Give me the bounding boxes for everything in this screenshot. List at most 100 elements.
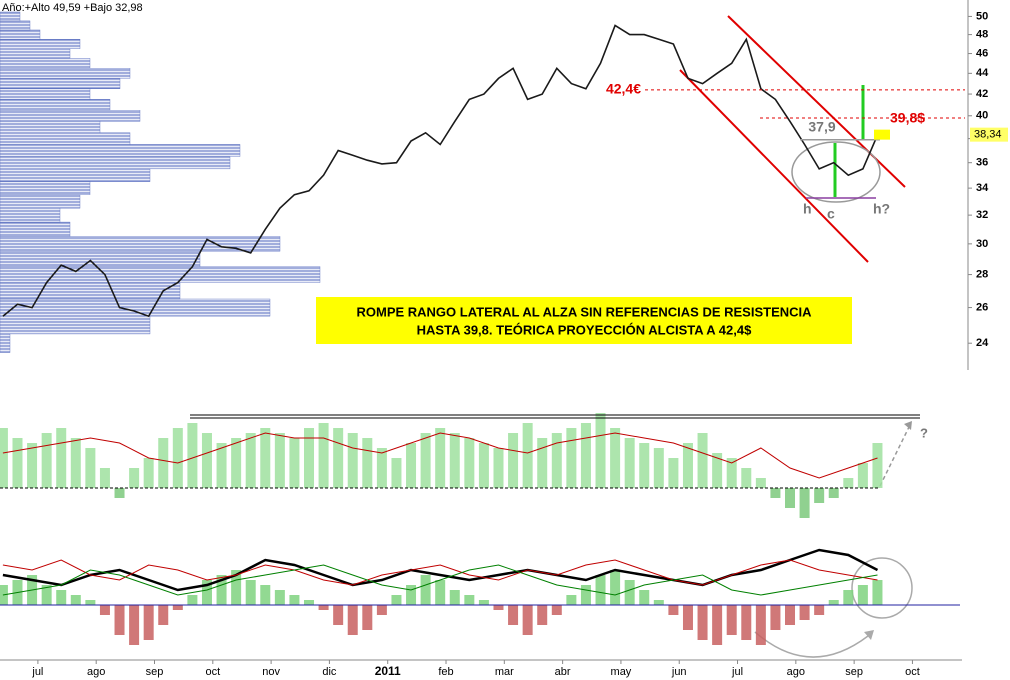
histogram-bar [508, 433, 519, 488]
histogram-bar [537, 605, 548, 625]
histogram-bar [435, 428, 446, 488]
profile-bar [0, 110, 141, 122]
histogram-bar [580, 585, 591, 605]
histogram-bar [304, 428, 315, 488]
y-tick-label: 50 [976, 10, 988, 22]
price-layer [2, 24, 879, 318]
histogram-bar [333, 605, 344, 625]
histogram-bar [406, 585, 417, 605]
histogram-bar [318, 423, 329, 488]
histogram-bar [493, 448, 504, 488]
y-tick-label: 26 [976, 301, 988, 313]
profile-bar [0, 156, 231, 170]
histogram-bar [0, 428, 8, 488]
histogram-bar [391, 458, 402, 488]
histogram-bar [624, 580, 635, 605]
x-tick-label: sep [146, 666, 164, 678]
pattern-label: c [827, 206, 835, 222]
volume-profile [0, 11, 321, 353]
x-tick-label: may [611, 666, 632, 678]
indicator-line [2, 432, 878, 479]
x-tick-label: nov [262, 666, 280, 678]
histogram-bar [56, 590, 67, 605]
histogram-bar [551, 605, 562, 615]
y-tick-label: 48 [976, 29, 988, 41]
histogram-bar [493, 605, 504, 610]
histogram-bar [741, 468, 752, 488]
histogram-bar [872, 580, 883, 605]
profile-bar [0, 48, 71, 59]
x-tick-label: ago [787, 666, 805, 678]
profile-bar [0, 78, 121, 89]
histogram-bar [362, 605, 373, 630]
histogram-bar [522, 423, 533, 488]
histogram-bar [260, 585, 271, 605]
histogram-bar [682, 443, 693, 488]
pattern-ellipse [791, 141, 881, 203]
histogram-bar [843, 590, 854, 605]
y-tick-label: 36 [976, 157, 988, 169]
histogram-bar [741, 605, 752, 640]
histogram-bar [12, 438, 23, 488]
pattern-label: h? [873, 201, 890, 217]
y-tick-label: 24 [976, 337, 989, 349]
histogram-bar [668, 605, 679, 615]
profile-bar [0, 282, 181, 300]
histogram-bar [566, 428, 577, 488]
question: ? [920, 425, 928, 440]
histogram-bar [508, 605, 519, 625]
profile-bar [0, 298, 271, 317]
histogram-bar [260, 428, 271, 488]
histogram-bar [85, 600, 96, 605]
pattern-label: h [803, 201, 812, 217]
profile-bar [0, 99, 111, 111]
x-tick-label: jul [31, 666, 43, 678]
y-tick-label: 40 [976, 110, 988, 122]
arrow [754, 631, 869, 658]
histogram-bar [872, 443, 883, 488]
x-tick-label: 2011 [375, 664, 401, 678]
x-tick-label: jun [671, 666, 687, 678]
histogram-bar [595, 413, 606, 488]
histogram-bar [201, 580, 212, 605]
histogram-bar [362, 438, 373, 488]
histogram-bar [347, 605, 358, 635]
histogram-bar [843, 478, 854, 488]
histogram-bar [464, 438, 475, 488]
histogram-bar [828, 600, 839, 605]
histogram-bar [624, 438, 635, 488]
histogram-bar [755, 605, 766, 645]
profile-bar [0, 168, 151, 182]
x-tick-label: abr [555, 666, 571, 678]
indicator-line [2, 559, 878, 586]
histogram-bar [129, 468, 140, 488]
histogram-bar [682, 605, 693, 630]
x-tick-label: oct [205, 666, 220, 678]
profile-bar [0, 181, 91, 195]
histogram-bar [639, 590, 650, 605]
histogram-bar [289, 595, 300, 605]
price-line [2, 24, 879, 318]
histogram-bar [114, 488, 125, 498]
histogram-bar [376, 605, 387, 615]
histogram-bar [449, 433, 460, 488]
y-tick-label: 28 [976, 268, 988, 280]
histogram-bar [522, 605, 533, 635]
last-price-marker [874, 129, 890, 140]
histogram-bar [785, 605, 796, 625]
histogram-bar [799, 605, 810, 620]
indicator-line [2, 564, 878, 596]
histogram-bar [231, 438, 242, 488]
level-label: 37,9 [808, 118, 835, 134]
histogram-bar [712, 605, 723, 645]
profile-bar [0, 68, 131, 79]
profile-bar [0, 315, 151, 335]
histogram-bar [478, 443, 489, 488]
histogram-bar [857, 585, 868, 605]
histogram-bar [333, 428, 344, 488]
profile-bar [0, 58, 91, 69]
y-tick-label: 42 [976, 88, 988, 100]
histogram-bar [347, 433, 358, 488]
arrow-head [864, 630, 874, 640]
